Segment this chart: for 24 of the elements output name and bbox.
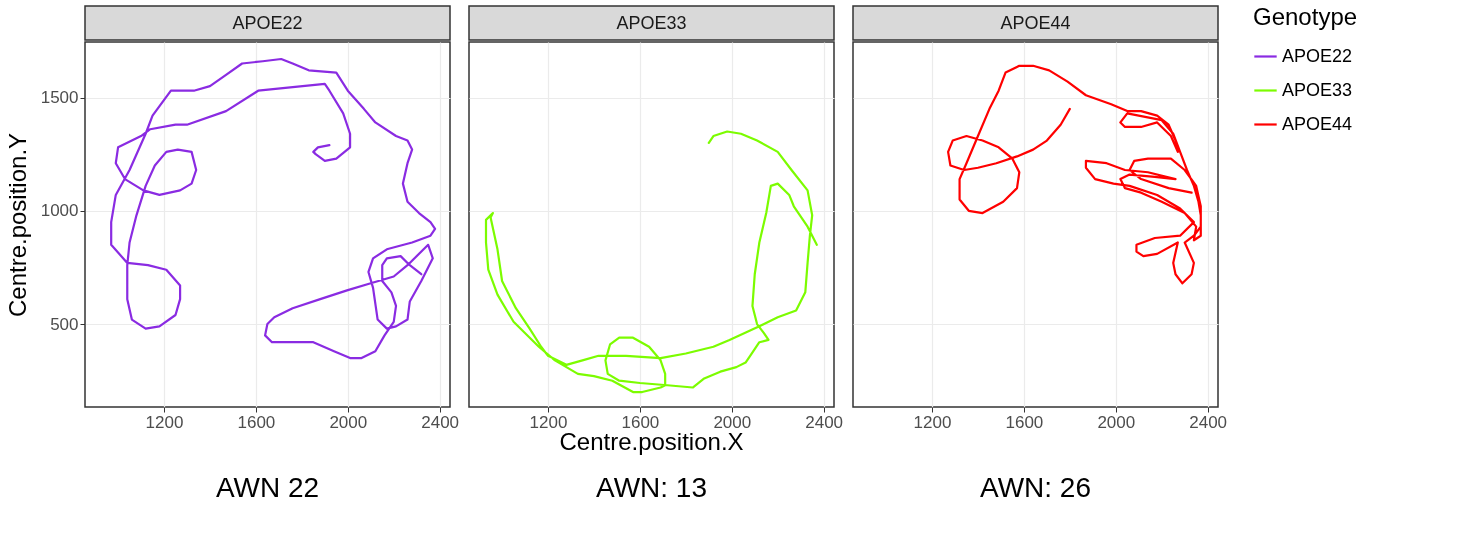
legend-title: Genotype [1253, 3, 1358, 30]
x-tick-label: 2000 [329, 412, 368, 432]
y-tick-label: 1000 [40, 201, 79, 221]
chart-title: APOE22 [232, 13, 303, 33]
text: AWN 22 [215, 472, 320, 503]
x-tick-label: 2400 [1189, 412, 1228, 432]
x-tick-label: 1600 [1005, 412, 1044, 432]
text: AWN: 13 [596, 472, 707, 503]
x-tick-label: 1200 [913, 412, 952, 432]
x-tick-label: 1600 [237, 412, 276, 432]
y-tick-label: 500 [50, 314, 79, 334]
legend-label: APOE44 [1282, 113, 1353, 134]
x-tick-label: 2000 [1097, 412, 1136, 432]
chart-title: APOE44 [1000, 13, 1071, 33]
y-tick-label: 1500 [40, 88, 79, 108]
y-axis-title: Centre.position.Y [3, 132, 31, 318]
text: AWN: 26 [980, 472, 1091, 503]
x-tick-label: 1200 [145, 412, 184, 432]
legend-label: APOE22 [1282, 45, 1353, 66]
legend-label: APOE33 [1282, 79, 1353, 100]
x-tick-label: 2400 [421, 412, 460, 432]
x-tick-label: 2400 [805, 412, 844, 432]
chart-title: APOE33 [616, 13, 687, 33]
line-series [110, 57, 437, 360]
